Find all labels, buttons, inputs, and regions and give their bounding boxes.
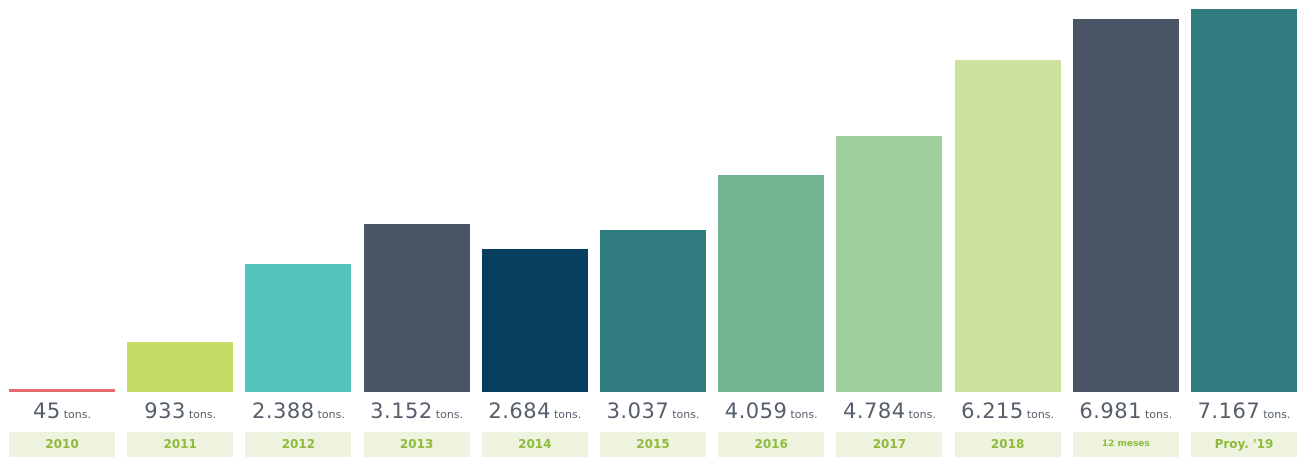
value-number: 6.981 xyxy=(1079,399,1142,423)
value-unit: tons. xyxy=(1026,408,1055,421)
value-label: 4.784 tons. xyxy=(836,398,942,428)
bar xyxy=(363,223,470,392)
category-label: 2016 xyxy=(718,432,825,457)
value-unit: tons. xyxy=(317,408,345,421)
bar xyxy=(836,136,943,392)
bar-column: 6.215 tons. 2018 xyxy=(954,0,1061,458)
bar xyxy=(1191,9,1297,392)
value-number: 933 xyxy=(144,399,186,423)
value-label: 2.388 tons. xyxy=(245,398,351,428)
bar-column: 45 tons. 2010 xyxy=(9,0,115,458)
value-unit: tons. xyxy=(63,408,91,421)
bar xyxy=(245,264,352,392)
value-unit: tons. xyxy=(188,408,217,421)
value-label: 933 tons. xyxy=(127,398,233,428)
category-label: 2012 xyxy=(245,432,352,457)
category-label: 2018 xyxy=(954,432,1061,457)
category-label: 2013 xyxy=(363,432,470,457)
bar-column: 6.981 tons. 12 meses xyxy=(1072,0,1179,458)
value-number: 3.037 xyxy=(606,399,670,423)
value-unit: tons. xyxy=(1144,408,1173,421)
value-label: 2.684 tons. xyxy=(482,398,588,428)
bar-column: 3.152 tons. 2013 xyxy=(363,0,470,458)
category-label: Proy. '19 xyxy=(1191,432,1297,457)
value-label: 4.059 tons. xyxy=(718,398,824,428)
category-label: 2010 xyxy=(9,432,115,457)
value-number: 7.167 xyxy=(1197,399,1261,423)
value-unit: tons. xyxy=(553,408,582,421)
value-unit: tons. xyxy=(435,408,464,421)
value-number: 3.152 xyxy=(370,399,433,423)
bar-column: 7.167 tons. Proy. '19 xyxy=(1191,0,1297,458)
bar xyxy=(954,59,1061,392)
value-number: 2.388 xyxy=(251,399,315,423)
value-number: 45 xyxy=(33,399,61,423)
category-label: 2017 xyxy=(836,432,943,457)
category-label: 12 meses xyxy=(1072,432,1179,457)
category-label: 2015 xyxy=(600,432,706,457)
bar xyxy=(9,389,115,392)
bar xyxy=(718,175,825,392)
value-number: 6.215 xyxy=(961,399,1024,423)
bar-column: 3.037 tons. 2015 xyxy=(600,0,706,458)
value-label: 6.215 tons. xyxy=(955,398,1061,428)
bar-column: 4.059 tons. 2016 xyxy=(718,0,825,458)
value-unit: tons. xyxy=(790,408,818,421)
value-label: 7.167 tons. xyxy=(1191,398,1297,428)
value-unit: tons. xyxy=(908,408,936,421)
value-number: 4.784 xyxy=(842,399,906,423)
value-label: 45 tons. xyxy=(9,398,115,428)
value-label: 3.037 tons. xyxy=(600,398,706,428)
value-label: 3.152 tons. xyxy=(364,398,470,428)
value-unit: tons. xyxy=(1263,408,1291,421)
value-label: 6.981 tons. xyxy=(1073,398,1179,428)
category-label: 2014 xyxy=(481,432,588,457)
category-label: 2011 xyxy=(127,432,234,457)
bar xyxy=(600,229,706,392)
bar-column: 2.388 tons. 2012 xyxy=(245,0,352,458)
value-number: 4.059 xyxy=(724,399,788,423)
bar-column: 4.784 tons. 2017 xyxy=(836,0,943,458)
bar-column: 933 tons. 2011 xyxy=(127,0,234,458)
value-unit: tons. xyxy=(672,408,700,421)
bar-column: 2.684 tons. 2014 xyxy=(481,0,588,458)
bar xyxy=(481,248,588,392)
bar xyxy=(127,342,234,392)
bar xyxy=(1072,18,1179,392)
value-number: 2.684 xyxy=(488,399,551,423)
